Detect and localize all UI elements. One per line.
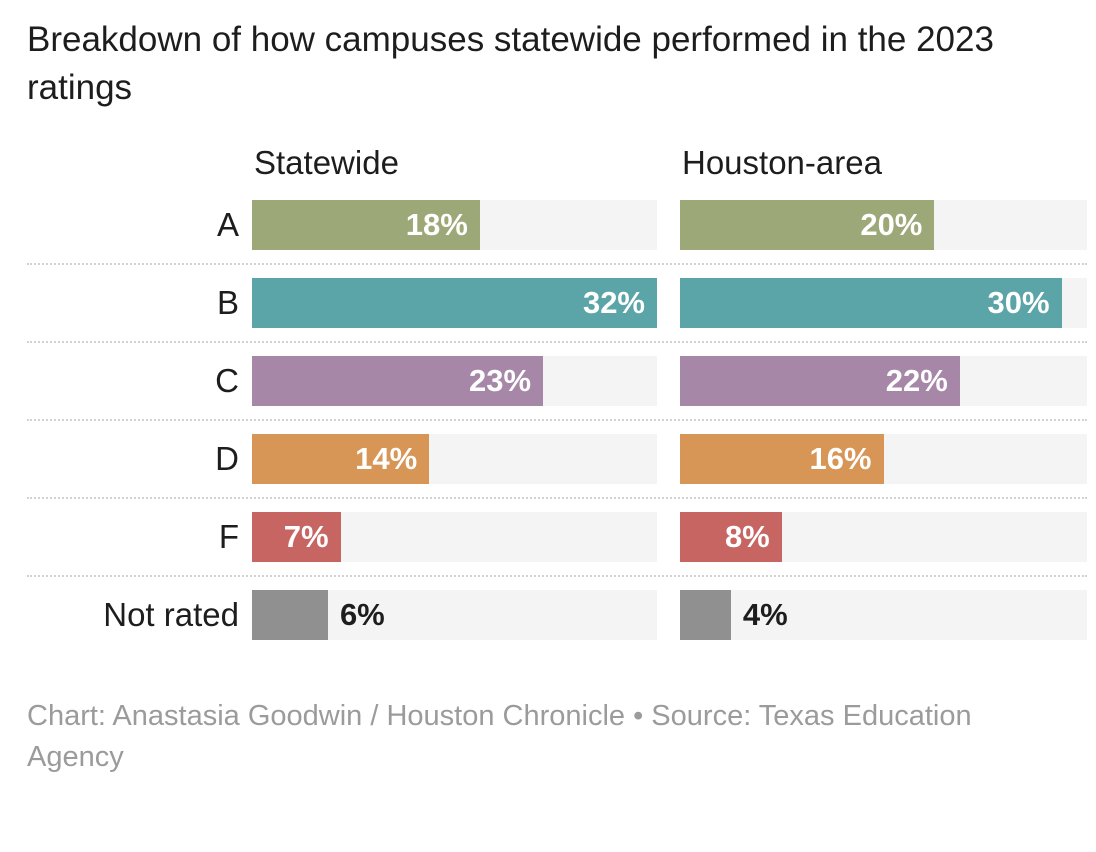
- bar-fill: [680, 589, 731, 640]
- bar-value-label: 22%: [885, 362, 948, 398]
- bar-cell: 4%: [680, 589, 1087, 640]
- bar-track: 7%: [252, 511, 657, 562]
- bar-cell: 23%: [252, 355, 680, 406]
- bar-fill: 7%: [252, 511, 341, 562]
- bar-value-label: 18%: [405, 206, 468, 242]
- bar-value-label: 20%: [860, 206, 923, 242]
- bar-cell: 20%: [680, 199, 1087, 250]
- row-separator: [27, 496, 1087, 499]
- bar-row-d: D 14% 16%: [27, 433, 1087, 484]
- bar-cell: 16%: [680, 433, 1087, 484]
- bar-track: 30%: [680, 277, 1087, 328]
- bar-fill: 14%: [252, 433, 430, 484]
- chart-footer: Chart: Anastasia Goodwin / Houston Chron…: [27, 699, 972, 773]
- row-label: B: [216, 283, 239, 321]
- bar-cell: 18%: [252, 199, 680, 250]
- bar-track: 22%: [680, 355, 1087, 406]
- chart: Breakdown of how campuses statewide perf…: [27, 16, 1087, 778]
- bar-cell: 32%: [252, 277, 680, 328]
- bar-fill: 23%: [252, 355, 544, 406]
- bar-track: 14%: [252, 433, 657, 484]
- bar-cell: 8%: [680, 511, 1087, 562]
- bar-fill: 32%: [252, 277, 657, 328]
- bar-fill: 18%: [252, 199, 480, 250]
- chart-title: Breakdown of how campuses statewide perf…: [27, 20, 994, 108]
- bar-track: 32%: [252, 277, 657, 328]
- bar-cell: 22%: [680, 355, 1087, 406]
- bar-cell: 7%: [252, 511, 680, 562]
- bar-row-not-rated: Not rated 6% 4%: [27, 589, 1087, 640]
- bar-value-label: 7%: [283, 518, 329, 554]
- bar-track: 6%: [252, 589, 657, 640]
- bar-fill: 16%: [680, 433, 884, 484]
- bar-track: 20%: [680, 199, 1087, 250]
- bar-row-f: F 7% 8%: [27, 511, 1087, 562]
- bar-cell: 30%: [680, 277, 1087, 328]
- row-separator: [27, 340, 1087, 343]
- bar-fill: 22%: [680, 355, 960, 406]
- bar-value-label: 23%: [469, 362, 532, 398]
- row-label: D: [215, 439, 239, 477]
- bar-value-label: 4%: [742, 596, 788, 632]
- column-header-statewide: Statewide: [254, 143, 399, 181]
- bar-fill: 20%: [680, 199, 935, 250]
- row-label: Not rated: [103, 595, 239, 633]
- bar-value-label: 6%: [339, 596, 385, 632]
- row-separator: [27, 418, 1087, 421]
- bar-row-a: A 18% 20%: [27, 199, 1087, 250]
- bar-track: 16%: [680, 433, 1087, 484]
- row-label: A: [216, 205, 239, 243]
- bar-track: 18%: [252, 199, 657, 250]
- bar-value-label: 30%: [987, 284, 1050, 320]
- bar-row-b: B 32% 30%: [27, 277, 1087, 328]
- bar-cell: 14%: [252, 433, 680, 484]
- bar-row-c: C 23% 22%: [27, 355, 1087, 406]
- row-separator: [27, 262, 1087, 265]
- bar-value-label: 16%: [809, 440, 872, 476]
- bar-track: 23%: [252, 355, 657, 406]
- bar-rows: A 18% 20% B 32% 30% C 23% 22% D 14% 16% F 7% 8% Not rat…: [27, 199, 1087, 640]
- row-label: F: [218, 517, 239, 555]
- bar-track: 8%: [680, 511, 1087, 562]
- row-separator: [27, 574, 1087, 577]
- bar-value-label: 14%: [355, 440, 418, 476]
- bar-fill: 30%: [680, 277, 1062, 328]
- row-label: C: [215, 361, 239, 399]
- bar-value-label: 8%: [724, 518, 770, 554]
- bar-track: 4%: [680, 589, 1087, 640]
- column-headers: Statewide Houston-area: [27, 143, 1087, 183]
- bar-value-label: 32%: [582, 284, 645, 320]
- bar-fill: [252, 589, 328, 640]
- column-header-houston-area: Houston-area: [682, 143, 882, 181]
- bar-cell: 6%: [252, 589, 680, 640]
- bar-fill: 8%: [680, 511, 782, 562]
